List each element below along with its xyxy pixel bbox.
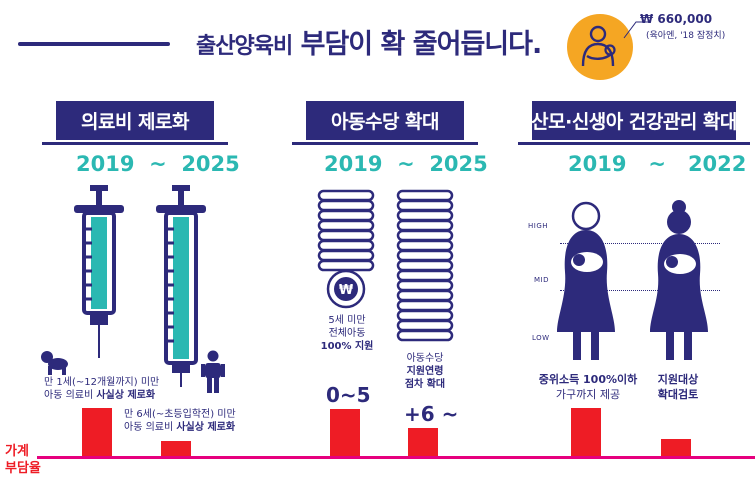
title-prefix: 출산양육비 xyxy=(196,34,293,59)
level-dotted-line xyxy=(560,290,720,291)
baseline xyxy=(37,456,755,459)
age-range-current: 0~5 xyxy=(326,383,371,407)
banner-maternal-care: 산모·신생아 건강관리 확대 xyxy=(518,101,750,145)
medical-caption-preschool: 만 6세(~초등입학전) 미만 아동 의료비 사실상 제로화 xyxy=(124,408,236,434)
burden-bar-medical-2025 xyxy=(161,441,191,457)
level-low-label: LOW xyxy=(532,334,550,342)
year-end: 2022 xyxy=(687,152,747,176)
title-main: 부담이 확 줄어듭니다. xyxy=(300,29,543,60)
year-tilde: ~ xyxy=(397,152,415,176)
caption-normal: 아동 의료비 xyxy=(44,390,97,401)
caption-line: 100% 지원 xyxy=(320,341,374,352)
caption-line: 아동 의료비 사실상 제로화 xyxy=(124,421,236,434)
burden-bar-medical-2019 xyxy=(82,408,112,457)
burden-label-line2: 부담율 xyxy=(5,461,41,476)
year-end: 2025 xyxy=(429,152,488,176)
years-maternal: 2019 ~ 2022 xyxy=(568,152,746,176)
caption-line: 확대검토 xyxy=(657,388,699,401)
years-allowance: 2019 ~ 2025 xyxy=(324,152,488,176)
burden-bar-maternal-2022 xyxy=(661,439,691,457)
page-title: 출산양육비 부담이 확 줄어듭니다. xyxy=(196,22,543,61)
banner-child-allowance: 아동수당 확대 xyxy=(292,101,478,145)
header-rule xyxy=(18,42,170,46)
caption-normal: 아동 의료비 xyxy=(124,422,177,433)
medical-caption-infant: 만 1세(~12개월까지) 미만 아동 의료비 사실상 제로화 xyxy=(44,376,159,402)
syringe-large-icon xyxy=(156,185,206,387)
maternal-caption-review: 지원대상 확대검토 xyxy=(646,372,710,402)
caption-line: 지원대상 xyxy=(657,373,699,386)
caption-line: 아동 의료비 사실상 제로화 xyxy=(44,389,159,402)
child-icon xyxy=(201,350,225,393)
banner-medical-cost: 의료비 제로화 xyxy=(42,101,228,145)
caption-line: 만 1세(~12개월까지) 미만 xyxy=(44,377,160,388)
price-pointer-line xyxy=(623,21,650,39)
parent-baby-badge xyxy=(567,14,633,80)
caption-line: 가구까지 제공 xyxy=(555,388,621,401)
burden-bar-allowance-2025 xyxy=(408,428,438,457)
age-range-expanded: +6 ~ xyxy=(404,402,459,426)
years-medical: 2019 ~ 2025 xyxy=(76,152,240,176)
mother-baby-icon xyxy=(557,201,615,360)
caption-line: 점차 확대 xyxy=(404,379,446,390)
burden-bar-maternal-2019 xyxy=(571,408,601,457)
caption-line: 중위소득 100%이하 xyxy=(538,373,638,386)
level-mid-label: MID xyxy=(534,276,549,284)
allowance-caption-under5: 5세 미만 전체아동 100% 지원 xyxy=(312,314,382,353)
caption-bold: 사실상 제로화 xyxy=(176,422,236,433)
year-start: 2019 xyxy=(324,152,383,176)
caption-line: 5세 미만 xyxy=(328,315,366,326)
won-symbol: ₩ xyxy=(339,283,354,298)
mother-baby-bun-icon xyxy=(650,200,708,360)
caption-line: 만 6세(~초등입학전) 미만 xyxy=(124,409,236,420)
caption-line: 전체아동 xyxy=(328,328,366,339)
caption-bold: 사실상 제로화 xyxy=(96,390,156,401)
maternal-caption-income: 중위소득 100%이하 가구까지 제공 xyxy=(532,372,644,402)
year-start: 2019 xyxy=(568,152,627,176)
year-end: 2025 xyxy=(181,152,240,176)
level-high-label: HIGH xyxy=(528,222,549,230)
price-value: ₩ 660,000 xyxy=(640,12,713,26)
year-start: 2019 xyxy=(76,152,135,176)
caption-line: 아동수당 xyxy=(406,353,444,364)
coin-stack-short-icon: ₩ xyxy=(317,189,375,309)
syringe-small-icon xyxy=(74,185,124,358)
allowance-caption-expand: 아동수당 지원연령 점차 확대 xyxy=(390,352,460,391)
coin-stack-tall-icon xyxy=(396,189,454,342)
price-note: (육아엔, '18 잠정치) xyxy=(646,31,726,41)
year-tilde: ~ xyxy=(149,152,167,176)
parent-holding-baby-icon xyxy=(581,25,616,67)
year-tilde: ~ xyxy=(648,152,666,176)
level-dotted-line xyxy=(560,243,720,244)
burden-bar-allowance-2019 xyxy=(330,409,360,457)
crawling-baby-icon xyxy=(41,351,68,375)
burden-label-line1: 가계 xyxy=(5,444,29,459)
caption-line: 지원연령 xyxy=(406,366,444,377)
